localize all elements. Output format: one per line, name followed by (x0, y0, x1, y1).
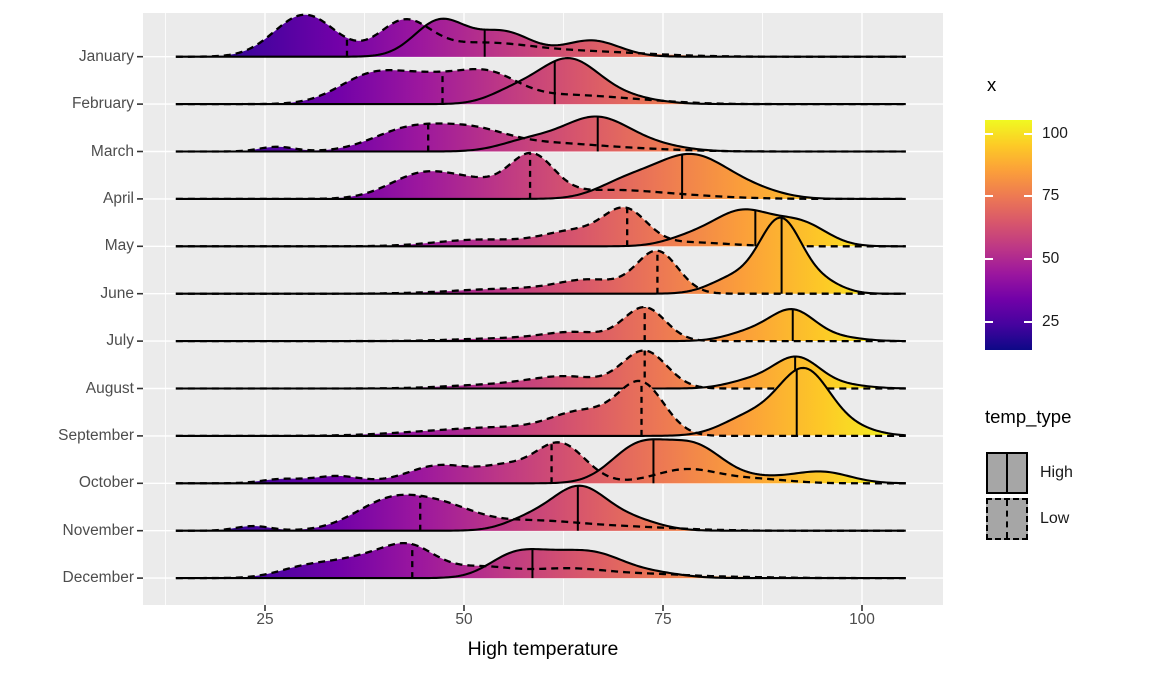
high-density-fill (175, 309, 906, 342)
low-density-fill (175, 380, 906, 436)
ridge-november (175, 484, 906, 532)
colorbar-tick-label-100: 100 (1042, 124, 1068, 142)
high-density-fill (175, 356, 906, 389)
legend-key-low (986, 498, 1028, 540)
high-density-fill (175, 153, 906, 199)
low-density-line (175, 379, 906, 438)
ridge-march (175, 115, 906, 153)
y-axis-label-june: June (100, 284, 134, 302)
low-density-line (175, 151, 906, 201)
low-density-fill (175, 207, 906, 247)
low-density-line (175, 541, 906, 580)
high-density-line (175, 57, 906, 106)
colorbar-tick-mark (1024, 195, 1032, 198)
legend-label-high: High (1040, 464, 1073, 481)
low-density-line (175, 13, 906, 58)
high-density-fill (175, 217, 906, 294)
ridge-january (175, 13, 906, 58)
y-axis-label-august: August (85, 379, 134, 397)
y-axis-label-october: October (78, 474, 134, 492)
x-axis-label-75: 75 (654, 611, 672, 628)
y-axis-label-january: January (78, 47, 134, 65)
high-density-fill (175, 485, 906, 531)
high-density-fill (175, 549, 906, 579)
ridge-december (175, 541, 906, 580)
colorbar-tick-label-50: 50 (1042, 250, 1060, 268)
colorbar-tick-label-75: 75 (1042, 187, 1060, 205)
low-density-line (175, 122, 906, 153)
y-axis-label-may: May (104, 237, 134, 255)
low-density-fill (175, 350, 906, 389)
high-density-fill (175, 439, 906, 484)
low-density-line (175, 441, 906, 485)
x-axis-title: High temperature (467, 638, 619, 660)
high-density-fill (175, 209, 906, 247)
ridge-february (175, 57, 906, 106)
linetype-legend-title: temp_type (985, 406, 1072, 427)
high-density-fill (175, 367, 906, 436)
legend-key-high (986, 452, 1028, 494)
high-density-fill (175, 58, 906, 105)
y-axis-label-december: December (62, 569, 135, 587)
y-axis-label-july: July (106, 332, 134, 350)
x-axis-label-25: 25 (256, 611, 274, 628)
low-density-fill (175, 543, 906, 579)
y-axis-label-september: September (58, 426, 134, 444)
low-density-fill (175, 69, 906, 105)
low-density-line (175, 249, 906, 295)
colorbar-legend-title: x (987, 74, 997, 95)
ridge-april (175, 151, 906, 201)
ridges-layer (175, 13, 906, 580)
colorbar-tick-mark (1024, 132, 1032, 135)
x-axis-label-100: 100 (849, 611, 875, 628)
low-density-line (175, 305, 906, 343)
ridge-june (175, 216, 906, 295)
low-density-fill (175, 442, 906, 484)
colorbar-tick-mark (985, 320, 993, 323)
colorbar-tick-mark (985, 195, 993, 198)
y-axis-label-march: March (90, 142, 134, 160)
colorbar-gradient (985, 120, 1032, 350)
colorbar-tick-mark (1024, 258, 1032, 261)
colorbar-tick-mark (1024, 320, 1032, 323)
low-density-fill (175, 152, 906, 199)
legend-key-high-line (1006, 454, 1008, 492)
low-density-fill (175, 494, 906, 531)
ridge-october (175, 438, 906, 485)
low-density-line (175, 67, 906, 106)
y-axis-label-april: April (102, 189, 134, 207)
high-density-line (175, 438, 906, 485)
x-axis-label-50: 50 (455, 611, 473, 628)
colorbar-tick-mark (985, 132, 993, 135)
y-axis-label-february: February (71, 95, 134, 113)
low-density-fill (175, 14, 906, 57)
colorbar-tick-label-25: 25 (1042, 312, 1060, 330)
colorbar-tick-mark (985, 258, 993, 261)
ridge-july (175, 305, 906, 343)
legend-label-low: Low (1040, 510, 1070, 527)
ridge-september (175, 366, 906, 438)
y-axis-label-november: November (62, 521, 135, 539)
low-density-line (175, 493, 906, 532)
legend-key-low-line (1006, 500, 1008, 538)
